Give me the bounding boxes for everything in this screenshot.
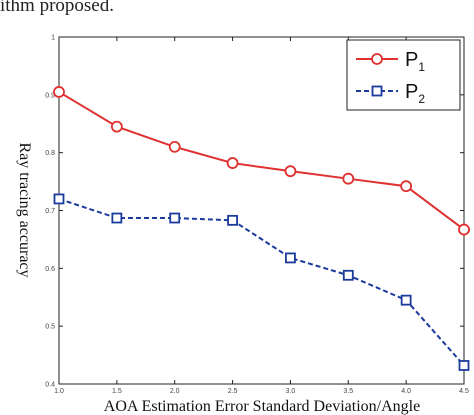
x-tick-label: 1.0 <box>54 388 64 395</box>
data-point-circle <box>284 165 297 178</box>
x-tick-label: 2.5 <box>228 388 238 395</box>
legend-marker-circle <box>371 53 383 65</box>
data-point-square <box>285 252 296 264</box>
y-tick-label: 0.5 <box>45 324 55 331</box>
legend-label-main: P <box>405 49 418 71</box>
x-tick-label: 3.0 <box>286 388 296 395</box>
data-point-circle <box>342 172 355 185</box>
series-layer <box>53 86 470 371</box>
series-line <box>58 197 465 367</box>
legend-label: P2 <box>405 81 425 106</box>
data-point-square <box>227 214 238 226</box>
legend-label: P1 <box>405 49 425 74</box>
series-P2 <box>53 193 470 371</box>
x-tick-label: 1.5 <box>112 388 122 395</box>
y-tick-label: 0.8 <box>45 150 55 157</box>
data-point-circle <box>168 140 181 153</box>
data-point-square <box>169 212 181 224</box>
y-tick-label: 0.7 <box>45 208 55 215</box>
y-tick-label: 1 <box>51 35 55 42</box>
legend-entry-P1: P1 <box>356 49 425 74</box>
series-line <box>58 91 465 231</box>
x-axis: 1.0 1.5 2.0 2.5 3.0 3.5 4.0 4.5 <box>54 37 469 395</box>
legend-label-main: P <box>405 81 418 103</box>
legend-label-subscript: 2 <box>418 92 425 106</box>
y-axis: 0.4 0.5 0.6 0.7 0.8 0.9 1 <box>45 35 464 389</box>
x-tick-label: 4.0 <box>401 388 411 395</box>
legend-label-subscript: 1 <box>418 60 425 74</box>
x-axis-label: AOA Estimation Error Standard Deviation/… <box>104 398 420 415</box>
legend-marker-square <box>371 85 383 97</box>
y-tick-label: 0.4 <box>45 382 55 389</box>
x-tick-label: 4.5 <box>459 388 469 395</box>
data-point-circle <box>110 120 123 133</box>
data-point-square <box>458 360 470 371</box>
legend-box <box>346 39 461 111</box>
data-point-square <box>400 294 412 306</box>
x-tick-label: 2.0 <box>170 388 180 395</box>
y-axis-label: Ray tracing accuracy <box>16 142 33 277</box>
data-point-circle <box>400 180 413 193</box>
data-point-circle <box>458 223 470 236</box>
y-tick-label: 0.6 <box>45 266 55 273</box>
legend-entry-P2: P2 <box>356 81 425 106</box>
caption-fragment: ithm proposed. <box>0 0 114 16</box>
series-P1 <box>53 86 470 236</box>
data-point-square <box>111 212 123 224</box>
x-tick-label: 3.5 <box>343 388 353 395</box>
data-point-square <box>342 269 354 281</box>
y-tick-label: 0.9 <box>45 92 55 99</box>
data-point-circle <box>226 157 239 169</box>
data-point-square <box>53 193 65 205</box>
data-point-circle <box>53 86 65 98</box>
